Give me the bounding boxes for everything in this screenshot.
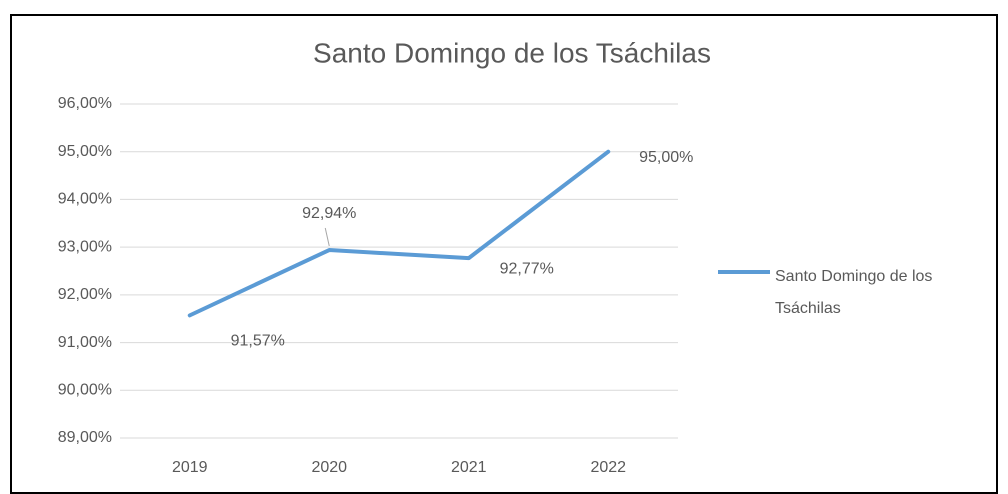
data-label: 92,94% (302, 205, 356, 222)
y-tick-label: 92,00% (58, 286, 112, 303)
data-label: 92,77% (500, 260, 554, 277)
y-tick-label: 90,00% (58, 382, 112, 399)
legend-label: Santo Domingo de los Tsáchilas (775, 268, 933, 317)
chart-title: Santo Domingo de los Tsáchilas (313, 37, 711, 68)
chart-border (10, 14, 998, 494)
y-tick-label: 95,00% (58, 143, 112, 160)
leader-line (324, 227, 330, 247)
y-tick-label: 89,00% (58, 429, 112, 446)
y-tick-label: 93,00% (58, 238, 112, 255)
y-tick-label: 96,00% (58, 95, 112, 112)
y-tick-label: 91,00% (58, 334, 112, 351)
x-tick-label: 2019 (172, 459, 208, 476)
line (187, 149, 611, 318)
y-tick-label: 94,00% (58, 191, 112, 208)
data-label: 91,57% (231, 333, 285, 350)
x-tick-label: 2020 (311, 459, 347, 476)
x-tick-label: 2021 (451, 459, 487, 476)
data-label: 95,00% (639, 149, 693, 166)
x-tick-label: 2022 (590, 459, 626, 476)
